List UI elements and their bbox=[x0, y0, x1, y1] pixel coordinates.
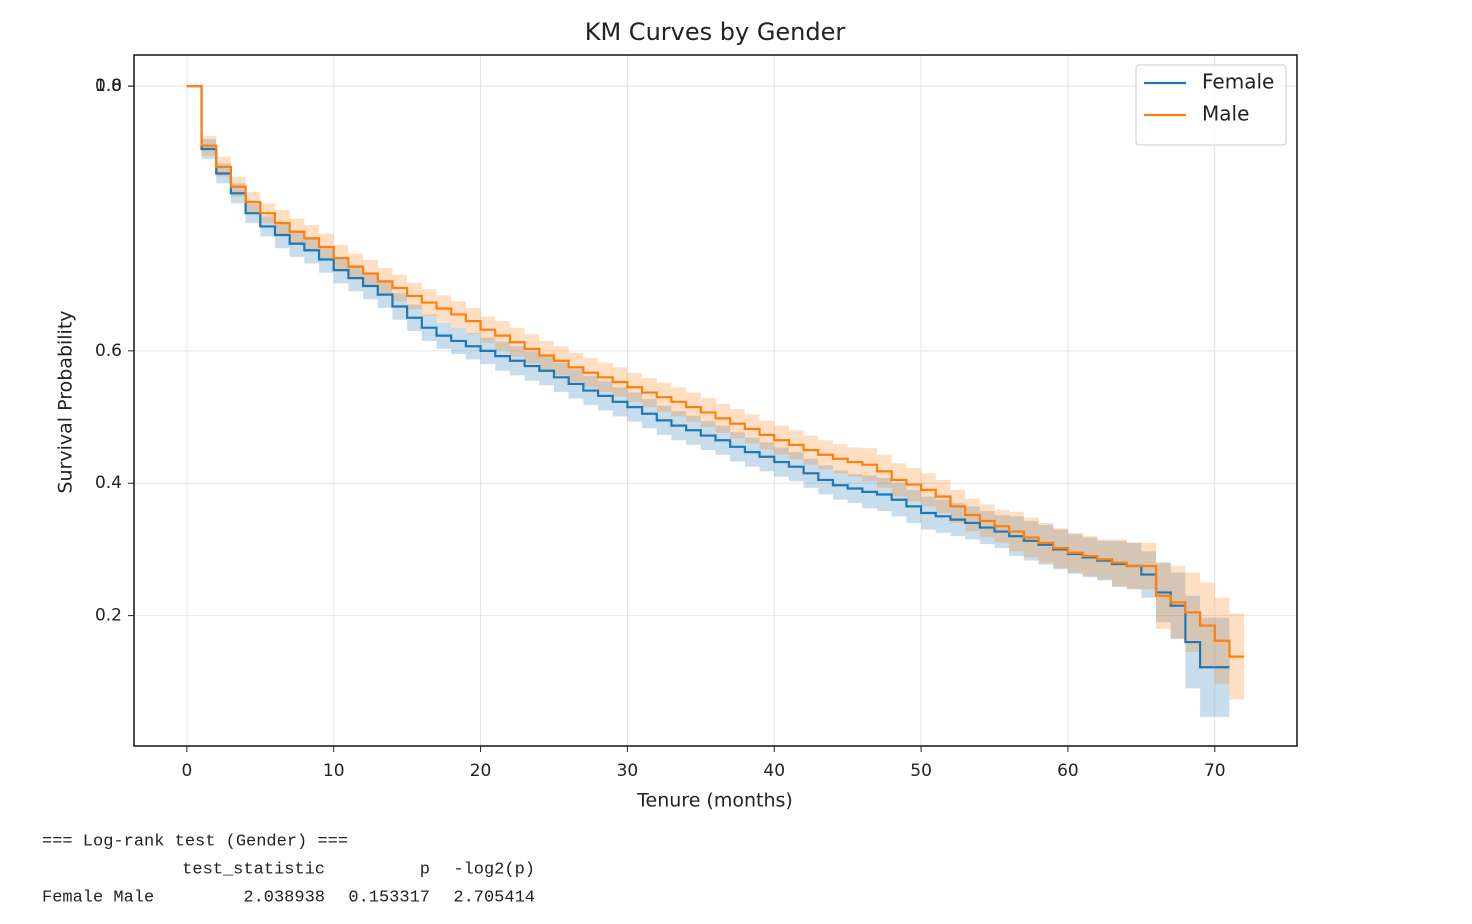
y-tick-label: 0.6 bbox=[95, 341, 122, 361]
output-heading: === Log-rank test (Gender) === bbox=[42, 832, 348, 851]
x-axis-label: Tenure (months) bbox=[636, 790, 793, 812]
y-axis-label: Survival Probability bbox=[55, 310, 77, 493]
y-tick-label: 0.4 bbox=[95, 473, 122, 493]
survival-line bbox=[186, 85, 1230, 669]
x-tick-label: 30 bbox=[617, 761, 639, 781]
x-tick-label: 0 bbox=[181, 761, 192, 781]
x-tick-label: 70 bbox=[1204, 761, 1226, 781]
legend-label: Male bbox=[1202, 102, 1249, 126]
x-tick-label: 60 bbox=[1057, 761, 1079, 781]
cell: 0.153317 bbox=[348, 888, 430, 907]
log-rank-output: === Log-rank test (Gender) === test_stat… bbox=[42, 832, 535, 907]
survival-line bbox=[186, 85, 1245, 658]
y-tick-label: 1.0 bbox=[95, 76, 122, 96]
confidence-band bbox=[186, 86, 1245, 700]
x-tick-label: 20 bbox=[470, 761, 492, 781]
legend-box bbox=[1135, 64, 1287, 146]
legend-label: Female bbox=[1202, 70, 1274, 94]
row-label: Female Male bbox=[42, 888, 154, 907]
column-header: p bbox=[420, 860, 430, 879]
y-tick-label: 0.2 bbox=[95, 606, 122, 626]
x-tick-label: 10 bbox=[323, 761, 345, 781]
y-tick-label: 0.8 bbox=[95, 76, 122, 96]
legend: Female Male bbox=[1135, 64, 1287, 146]
plot-frame bbox=[133, 54, 1298, 747]
x-tick-label: 50 bbox=[910, 761, 932, 781]
chart-title: KM Curves by Gender bbox=[585, 18, 846, 46]
column-header: -log2(p) bbox=[453, 860, 535, 879]
cell: 2.705414 bbox=[453, 888, 535, 907]
column-header: test_statistic bbox=[182, 860, 325, 879]
cell: 2.038938 bbox=[243, 888, 325, 907]
x-tick-label: 40 bbox=[763, 761, 785, 781]
